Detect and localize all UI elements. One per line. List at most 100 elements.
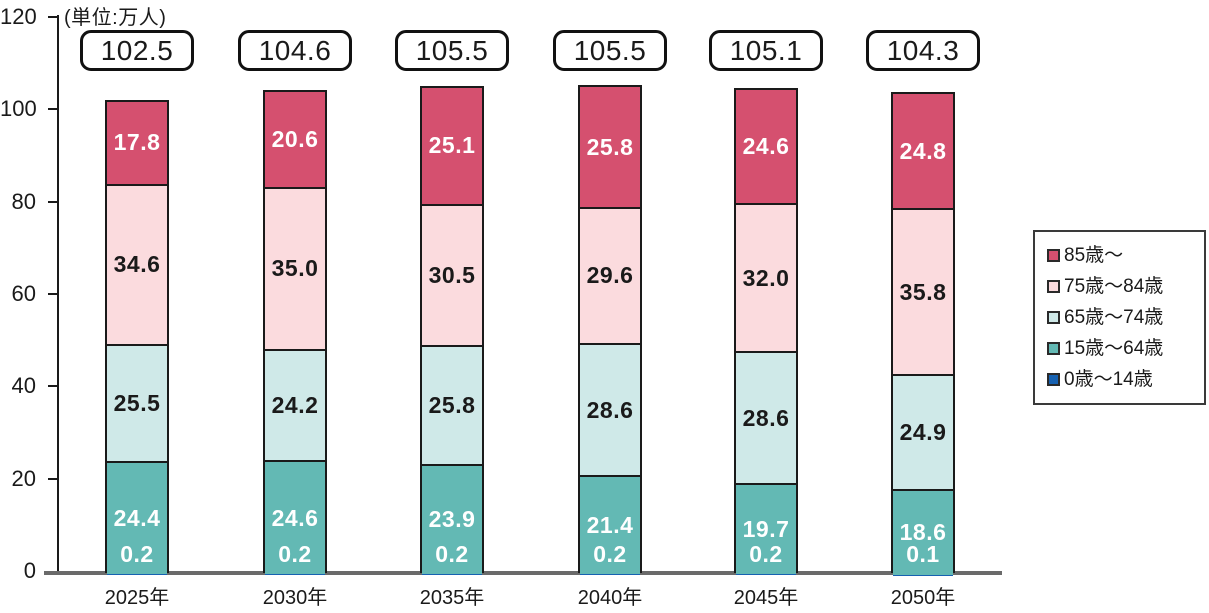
segment-0歳〜14歳 bbox=[107, 574, 167, 576]
y-tick-mark bbox=[48, 200, 58, 203]
segment-value-label-0歳〜14歳: 0.2 bbox=[593, 540, 627, 567]
segment-value-label: 25.1 bbox=[428, 132, 476, 159]
bar-2030年: 20.6 35.0 24.2 24.6 0.2 bbox=[263, 90, 327, 576]
legend-item: 85歳〜 bbox=[1047, 245, 1192, 266]
y-tick-mark bbox=[48, 385, 58, 388]
segment-value-label: 30.5 bbox=[428, 261, 476, 288]
segment-85歳〜: 17.8 bbox=[107, 101, 167, 184]
legend-label: 75歳〜84歳 bbox=[1064, 276, 1164, 297]
segment-15歳〜64歳: 23.9 bbox=[422, 463, 482, 575]
segment-value-label-0歳〜14歳: 0.2 bbox=[278, 540, 312, 567]
segment-value-label-0歳〜14歳: 0.1 bbox=[906, 540, 940, 567]
total-label-box: 104.3 bbox=[866, 30, 980, 71]
segment-85歳〜: 24.8 bbox=[893, 93, 953, 209]
segment-value-label: 25.5 bbox=[113, 390, 161, 417]
legend-label: 65歳〜74歳 bbox=[1064, 307, 1164, 328]
segment-value-label: 24.8 bbox=[899, 137, 947, 164]
total-label-box: 105.5 bbox=[553, 30, 667, 71]
x-tick-label: 2040年 bbox=[577, 587, 643, 609]
total-label-box: 104.6 bbox=[238, 30, 352, 71]
legend-swatch-icon bbox=[1047, 373, 1060, 386]
legend-label: 0歳〜14歳 bbox=[1064, 369, 1153, 390]
segment-value-label: 24.6 bbox=[742, 133, 790, 160]
segment-85歳〜: 25.1 bbox=[422, 87, 482, 204]
segment-85歳〜: 24.6 bbox=[736, 89, 796, 204]
y-axis-line bbox=[57, 15, 59, 573]
total-label-box: 105.1 bbox=[709, 30, 823, 71]
segment-15歳〜64歳: 21.4 bbox=[580, 475, 640, 575]
segment-value-label-0歳〜14歳: 0.2 bbox=[120, 540, 154, 567]
bar-2045年: 24.6 32.0 28.6 19.7 0.2 bbox=[734, 87, 798, 576]
segment-15歳〜64歳: 18.6 bbox=[893, 488, 953, 575]
y-tick-label: 80 bbox=[11, 188, 36, 214]
segment-0歳〜14歳 bbox=[736, 574, 796, 576]
bar-2040年: 25.8 29.6 28.6 21.4 0.2 bbox=[578, 85, 642, 576]
segment-value-label: 35.8 bbox=[899, 278, 947, 305]
segment-65歳〜74歳: 24.9 bbox=[893, 373, 953, 489]
segment-value-label: 24.6 bbox=[271, 504, 319, 531]
segment-value-label-0歳〜14歳: 0.2 bbox=[435, 540, 469, 567]
segment-75歳〜84歳: 29.6 bbox=[580, 206, 640, 344]
segment-75歳〜84歳: 35.0 bbox=[265, 187, 325, 349]
x-tick-label: 2025年 bbox=[104, 587, 170, 609]
segment-65歳〜74歳: 24.2 bbox=[265, 348, 325, 461]
segment-value-label: 32.0 bbox=[742, 264, 790, 291]
legend-swatch-icon bbox=[1047, 249, 1060, 262]
segment-0歳〜14歳 bbox=[580, 574, 640, 576]
x-axis-line bbox=[44, 571, 1002, 575]
segment-75歳〜84歳: 32.0 bbox=[736, 203, 796, 352]
bar-2050年: 24.8 35.8 24.9 18.6 0.1 bbox=[891, 91, 955, 576]
unit-label: (単位:万人) bbox=[64, 7, 167, 29]
segment-75歳〜84歳: 35.8 bbox=[893, 208, 953, 374]
segment-0歳〜14歳 bbox=[265, 574, 325, 576]
segment-0歳〜14歳 bbox=[422, 574, 482, 576]
segment-15歳〜64歳: 19.7 bbox=[736, 483, 796, 575]
y-tick-mark bbox=[48, 293, 58, 295]
segment-15歳〜64歳: 24.4 bbox=[107, 461, 167, 575]
segment-85歳〜: 20.6 bbox=[265, 92, 325, 188]
segment-65歳〜74歳: 28.6 bbox=[736, 351, 796, 484]
x-tick-label: 2050年 bbox=[890, 587, 956, 609]
legend-item: 0歳〜14歳 bbox=[1047, 369, 1192, 390]
y-tick-label: 100 bbox=[0, 96, 37, 122]
legend-item: 75歳〜84歳 bbox=[1047, 276, 1192, 297]
y-tick-label: 120 bbox=[0, 4, 37, 29]
x-tick-label: 2045年 bbox=[733, 587, 799, 609]
legend-label: 85歳〜 bbox=[1064, 245, 1124, 266]
segment-65歳〜74歳: 28.6 bbox=[580, 343, 640, 476]
segment-value-label: 25.8 bbox=[428, 391, 476, 418]
segment-value-label: 24.9 bbox=[899, 418, 947, 445]
y-tick-mark bbox=[48, 477, 58, 480]
segment-value-label: 24.4 bbox=[113, 505, 161, 532]
segment-value-label: 20.6 bbox=[271, 126, 319, 153]
segment-value-label: 28.6 bbox=[742, 404, 790, 431]
segment-65歳〜74歳: 25.5 bbox=[107, 343, 167, 462]
legend-item: 65歳〜74歳 bbox=[1047, 307, 1192, 328]
segment-value-label: 21.4 bbox=[586, 512, 634, 539]
segment-65歳〜74歳: 25.8 bbox=[422, 344, 482, 464]
y-tick-label: 0 bbox=[23, 558, 36, 583]
segment-value-label: 28.6 bbox=[586, 396, 634, 423]
legend: 85歳〜 75歳〜84歳 65歳〜74歳 15歳〜64歳 0歳〜14歳 bbox=[1033, 230, 1206, 405]
segment-value-label: 17.8 bbox=[113, 129, 161, 156]
segment-value-label: 29.6 bbox=[586, 262, 634, 289]
legend-swatch-icon bbox=[1047, 311, 1060, 324]
y-tick-label: 20 bbox=[11, 465, 36, 491]
total-label-box: 105.5 bbox=[395, 30, 509, 71]
y-tick-mark bbox=[48, 108, 58, 111]
segment-value-label: 18.6 bbox=[899, 519, 947, 546]
segment-15歳〜64歳: 24.6 bbox=[265, 460, 325, 575]
segment-75歳〜84歳: 30.5 bbox=[422, 203, 482, 345]
segment-value-label: 25.8 bbox=[586, 133, 634, 160]
x-tick-label: 2035年 bbox=[419, 587, 485, 609]
segment-value-label: 34.6 bbox=[113, 251, 161, 278]
bar-2025年: 17.8 34.6 25.5 24.4 0.2 bbox=[105, 99, 169, 576]
bar-2035年: 25.1 30.5 25.8 23.9 0.2 bbox=[420, 85, 484, 576]
legend-item: 15歳〜64歳 bbox=[1047, 338, 1192, 359]
legend-swatch-icon bbox=[1047, 342, 1060, 355]
segment-value-label-0歳〜14歳: 0.2 bbox=[749, 540, 783, 567]
y-tick-label: 60 bbox=[11, 281, 36, 306]
segment-value-label: 24.2 bbox=[271, 392, 319, 419]
x-tick-label: 2030年 bbox=[262, 587, 328, 609]
